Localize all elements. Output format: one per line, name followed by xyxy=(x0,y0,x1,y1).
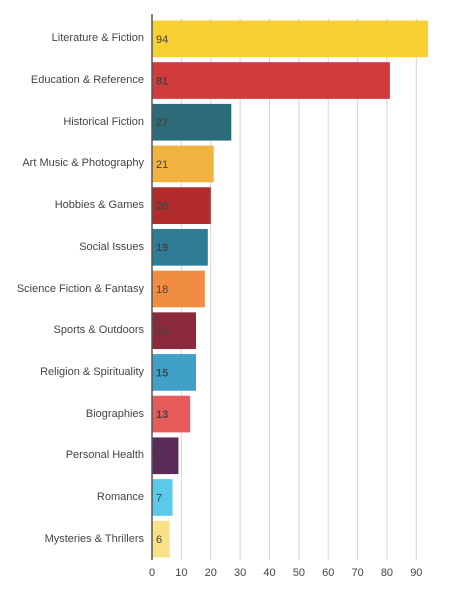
bar xyxy=(152,228,208,266)
category-label-box: Science Fiction & Fantasy xyxy=(16,282,144,295)
x-tick-label: 0 xyxy=(149,567,155,579)
category-label: Literature & Fiction xyxy=(51,32,144,45)
value-label: 19 xyxy=(156,242,168,254)
category-label-box: Romance xyxy=(96,491,144,504)
value-label: 81 xyxy=(156,75,168,87)
bar xyxy=(152,437,179,475)
bar xyxy=(152,312,197,350)
category-label: Art Music & Photography xyxy=(22,157,144,170)
category-label: Sports & Outdoors xyxy=(53,324,145,337)
value-label: 15 xyxy=(156,367,168,379)
bar xyxy=(152,145,214,183)
bar xyxy=(152,103,232,141)
category-label: Mysteries & Thrillers xyxy=(44,532,144,545)
value-label: 6 xyxy=(156,534,162,546)
category-label-box: Art Music & Photography xyxy=(22,157,144,170)
x-tick-label: 60 xyxy=(322,567,334,579)
category-label: Religion & Spirituality xyxy=(40,365,144,378)
bar xyxy=(152,187,211,224)
bar xyxy=(152,270,205,308)
category-label-box: Sports & Outdoors xyxy=(53,324,145,337)
category-label-box: Religion & Spirituality xyxy=(40,365,144,378)
x-tick-label: 40 xyxy=(263,567,275,579)
value-label: 15 xyxy=(156,326,168,338)
category-label-box: Personal Health xyxy=(65,449,144,462)
category-label: Personal Health xyxy=(65,449,144,462)
x-tick-label: 90 xyxy=(410,567,422,579)
category-label-box: Literature & Fiction xyxy=(51,32,144,45)
x-tick-label: 80 xyxy=(381,567,393,579)
category-label-box: Hobbies & Games xyxy=(54,199,144,212)
value-label: 13 xyxy=(156,409,168,421)
x-tick-label: 50 xyxy=(293,567,305,579)
value-label: 27 xyxy=(156,117,168,129)
x-tick-label: 30 xyxy=(234,567,246,579)
category-label: Social Issues xyxy=(79,240,144,253)
x-tick-label: 10 xyxy=(175,567,187,579)
x-tick-label: 20 xyxy=(205,567,217,579)
x-tick-label: 70 xyxy=(351,567,363,579)
category-label: Science Fiction & Fantasy xyxy=(16,282,144,295)
bar xyxy=(152,479,173,516)
category-label: Education & Reference xyxy=(30,74,144,87)
bar xyxy=(152,62,390,99)
value-label: 7 xyxy=(156,492,162,504)
category-label-box: Mysteries & Thrillers xyxy=(44,532,144,545)
value-label: 20 xyxy=(156,201,168,213)
category-label-box: Social Issues xyxy=(79,240,144,253)
bar xyxy=(152,395,191,433)
bar xyxy=(152,20,429,58)
category-label-box: Historical Fiction xyxy=(63,115,144,128)
category-label: Hobbies & Games xyxy=(54,199,144,212)
value-label: 21 xyxy=(156,159,168,171)
value-label: 9 xyxy=(156,451,162,463)
bar xyxy=(152,354,197,391)
value-label: 94 xyxy=(156,34,168,46)
category-label: Romance xyxy=(96,491,144,504)
category-label: Biographies xyxy=(85,407,144,420)
category-label: Historical Fiction xyxy=(63,115,144,128)
bar xyxy=(152,520,170,558)
value-label: 18 xyxy=(156,284,168,296)
category-label-box: Biographies xyxy=(85,407,144,420)
category-label-box: Education & Reference xyxy=(30,74,144,87)
